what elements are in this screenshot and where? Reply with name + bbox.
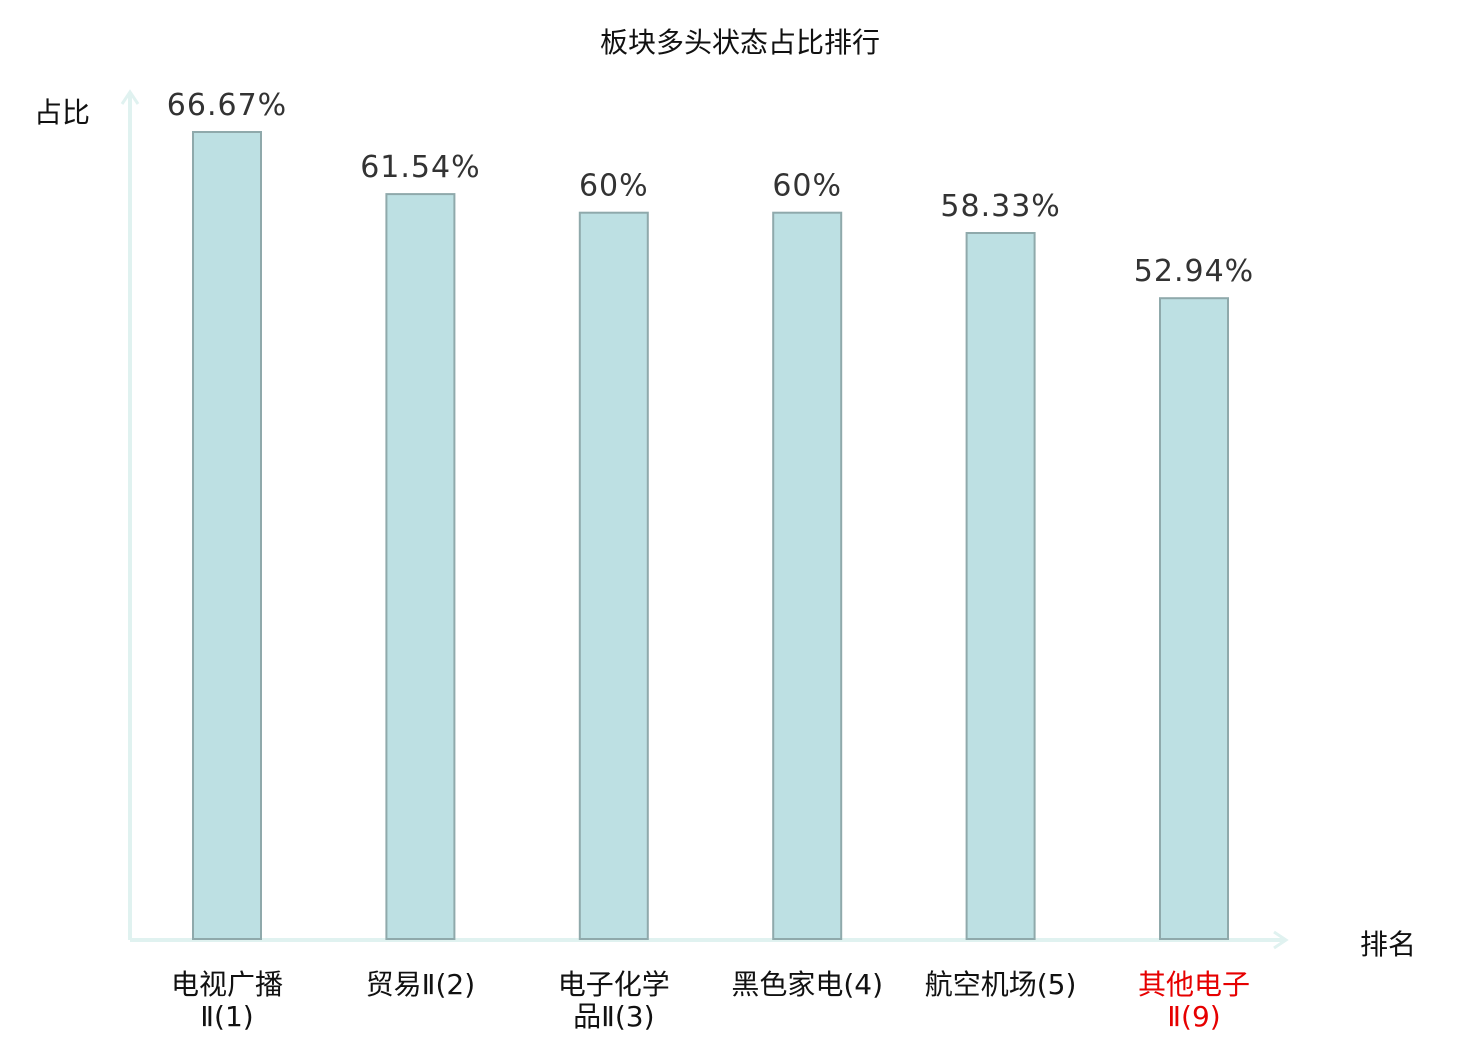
bar-4 bbox=[772, 211, 843, 940]
category-label-6: 其他电子 bbox=[1138, 968, 1250, 1001]
category-label-line2-1: Ⅱ(1) bbox=[200, 1000, 253, 1033]
value-label-3: 60% bbox=[579, 169, 649, 204]
value-label-2: 61.54% bbox=[360, 150, 480, 185]
bar-3 bbox=[578, 211, 649, 940]
chart-title: 板块多头状态占比排行 bbox=[600, 26, 880, 59]
category-label-line2-6: Ⅱ(9) bbox=[1167, 1000, 1220, 1033]
value-label-4: 60% bbox=[772, 169, 842, 204]
value-label-5: 58.33% bbox=[940, 189, 1060, 224]
bar-6 bbox=[1159, 297, 1229, 940]
value-label-1: 66.67% bbox=[167, 88, 287, 123]
category-label-2: 贸易Ⅱ(2) bbox=[366, 968, 475, 1001]
category-label-4: 黑色家电(4) bbox=[731, 968, 883, 1001]
value-label-6: 52.94% bbox=[1134, 254, 1254, 289]
bar-5 bbox=[965, 232, 1036, 940]
category-label-5: 航空机场(5) bbox=[925, 968, 1077, 1001]
category-label-line2-3: 品Ⅱ(3) bbox=[573, 1000, 654, 1033]
category-label-1: 电视广播 bbox=[171, 968, 283, 1001]
x-axis-label: 排名 bbox=[1360, 928, 1416, 961]
bar-2 bbox=[385, 193, 456, 941]
bar-1 bbox=[192, 131, 262, 940]
y-axis-label: 占比 bbox=[34, 96, 90, 129]
category-label-3: 电子化学 bbox=[558, 968, 670, 1001]
